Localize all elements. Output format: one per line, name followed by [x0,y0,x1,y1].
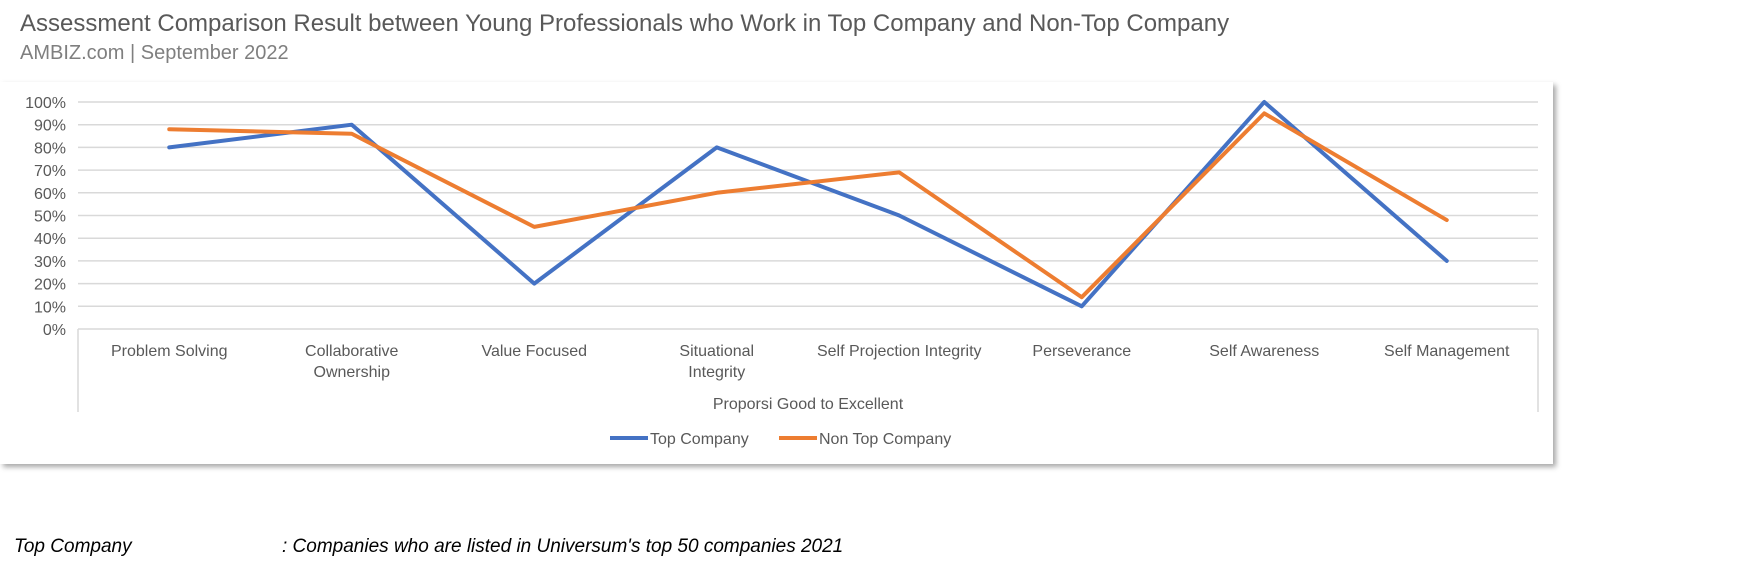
y-tick-label: 20% [34,277,66,294]
footnote-term: Top Company [14,536,132,557]
x-tick-label: Collaborative [305,343,398,360]
x-tick-label: Problem Solving [111,343,228,360]
y-tick-label: 10% [34,299,66,316]
x-tick-label: Integrity [688,364,745,381]
x-tick-label: Situational [679,343,754,360]
y-tick-label: 30% [34,254,66,271]
y-tick-label: 70% [34,163,66,180]
series-line-non-top-company [167,111,1449,300]
x-tick-label: Perseverance [1032,343,1131,360]
y-tick-label: 0% [43,322,66,339]
y-tick-label: 60% [34,186,66,203]
chart-area [0,82,1553,464]
x-tick-label: Self Management [1384,343,1510,360]
chart-subtitle: AMBIZ.com | September 2022 [20,42,289,64]
series-line-top-company [167,100,1449,309]
x-tick-label: Value Focused [481,343,587,360]
y-tick-label: 100% [25,95,66,112]
x-tick-label: Self Awareness [1209,343,1319,360]
x-tick-label: Ownership [314,364,391,381]
y-tick-label: 50% [34,209,66,226]
x-axis-title: Proporsi Good to Excellent [713,396,904,413]
legend-label: Non Top Company [819,431,951,448]
x-tick-label: Self Projection Integrity [817,343,982,360]
y-tick-label: 90% [34,118,66,135]
y-tick-label: 40% [34,231,66,248]
legend-label: Top Company [650,431,749,448]
chart-title: Assessment Comparison Result between You… [20,10,1230,37]
y-tick-label: 80% [34,140,66,157]
footnote-definition: : Companies who are listed in Universum'… [282,536,844,557]
